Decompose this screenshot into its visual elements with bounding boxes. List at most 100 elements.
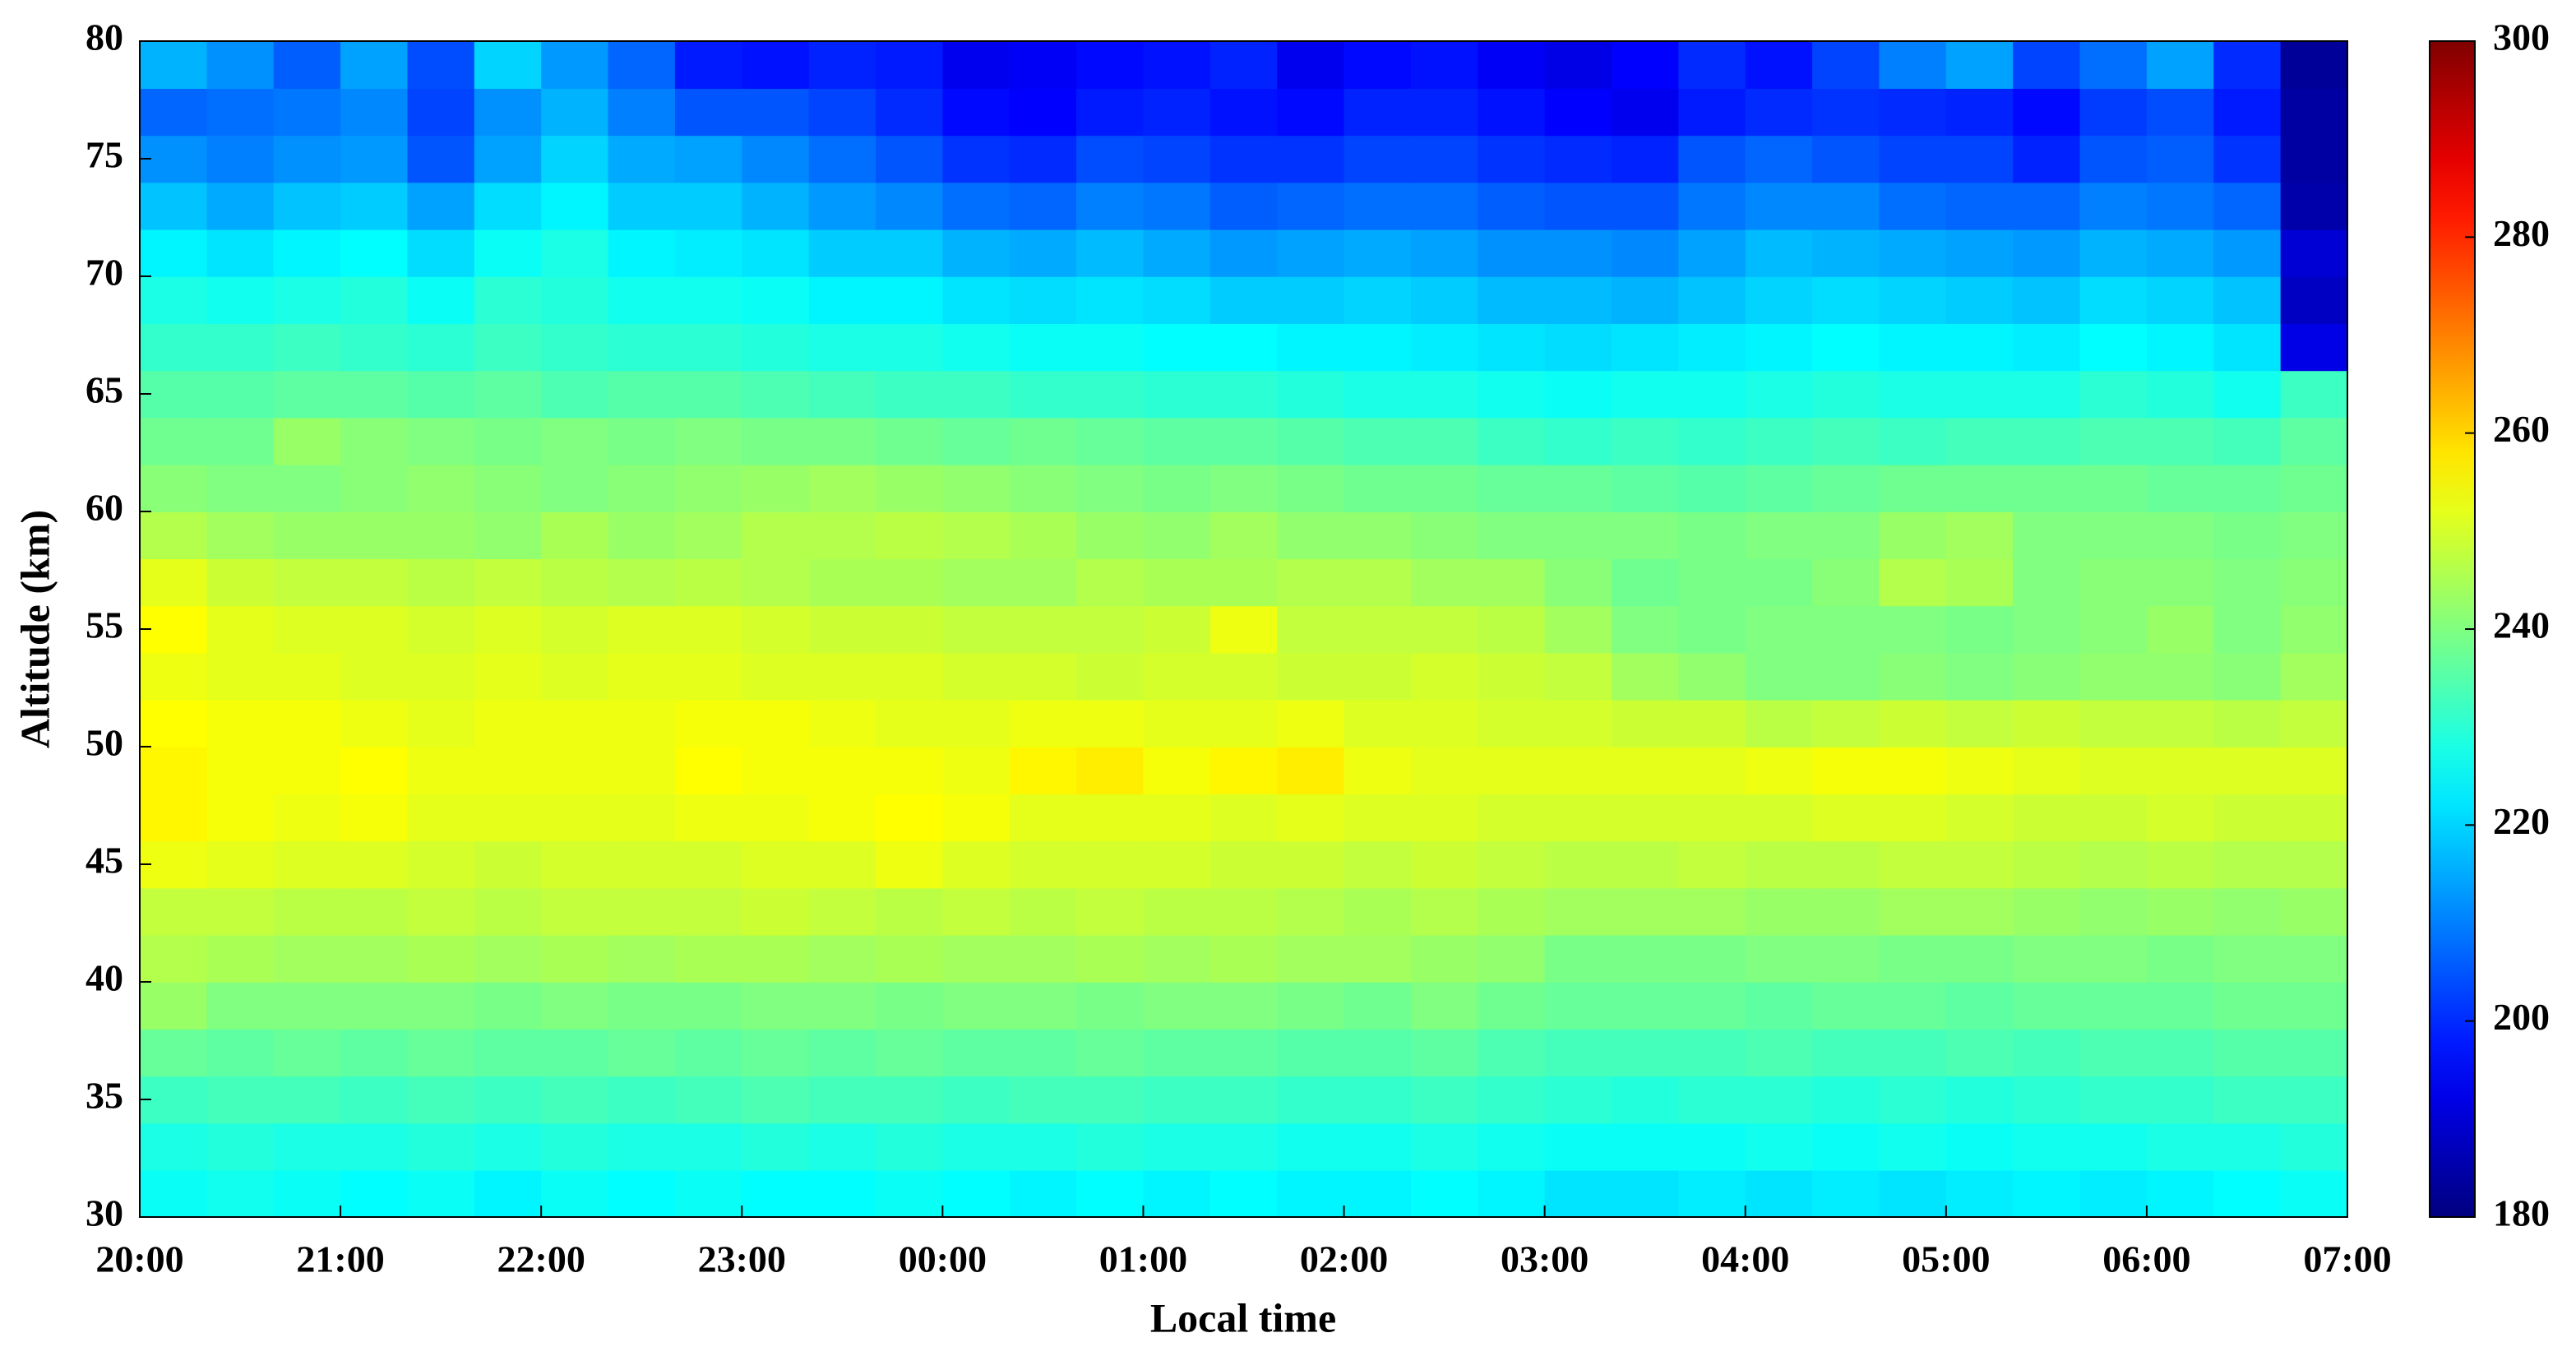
- heatmap-cell: [206, 1029, 275, 1077]
- heatmap-cell: [1544, 1122, 1612, 1171]
- heatmap-cell: [1879, 182, 1947, 230]
- heatmap-cell: [1945, 135, 2014, 183]
- heatmap-cell: [407, 934, 475, 983]
- heatmap-cell: [206, 1076, 275, 1124]
- heatmap-cell: [808, 41, 876, 89]
- heatmap-cell: [808, 934, 876, 983]
- heatmap-cell: [1076, 747, 1145, 794]
- colorbar-tick-label: 180: [2493, 1192, 2550, 1234]
- heatmap-cell: [2079, 1122, 2148, 1171]
- heatmap-cell: [674, 276, 743, 324]
- heatmap-cell: [273, 41, 341, 89]
- heatmap-cell: [1076, 88, 1145, 137]
- heatmap-cell: [742, 417, 810, 465]
- heatmap-cell: [674, 88, 743, 137]
- heatmap-cell: [541, 1169, 609, 1218]
- y-tick-label: 35: [86, 1075, 123, 1117]
- heatmap-cell: [541, 511, 609, 559]
- heatmap-cell: [2213, 747, 2282, 794]
- heatmap-cell: [1277, 747, 1345, 794]
- heatmap-cell: [541, 794, 609, 842]
- heatmap-cell: [942, 1169, 1011, 1218]
- heatmap-cell: [1544, 605, 1612, 654]
- heatmap-cell: [674, 605, 743, 654]
- heatmap-cell: [2146, 135, 2215, 183]
- heatmap-cell: [273, 699, 341, 747]
- heatmap-cell: [2213, 88, 2282, 137]
- heatmap-cell: [2213, 652, 2282, 701]
- heatmap-cell: [1076, 41, 1145, 89]
- heatmap-cell: [541, 88, 609, 137]
- heatmap-cell: [1478, 1029, 1546, 1077]
- heatmap-cell: [1343, 1076, 1412, 1124]
- heatmap-cell: [1678, 605, 1746, 654]
- heatmap-cell: [2013, 1076, 2081, 1124]
- heatmap-cell: [1143, 652, 1211, 701]
- heatmap-cell: [1277, 887, 1345, 936]
- heatmap-cell: [206, 511, 275, 559]
- heatmap-cell: [1945, 1076, 2014, 1124]
- heatmap-cell: [2280, 747, 2348, 794]
- heatmap-cell: [1812, 1122, 1880, 1171]
- heatmap-cell: [2213, 135, 2282, 183]
- heatmap-cell: [1745, 934, 1813, 983]
- heatmap-cell: [1678, 276, 1746, 324]
- heatmap-cell: [942, 934, 1011, 983]
- heatmap-cell: [140, 747, 208, 794]
- heatmap-cell: [1478, 982, 1546, 1030]
- heatmap-cell: [1009, 88, 1077, 137]
- heatmap-cell: [2213, 1029, 2282, 1077]
- heatmap-cell: [1209, 417, 1278, 465]
- heatmap-cell: [1879, 794, 1947, 842]
- heatmap-cell: [1209, 605, 1278, 654]
- heatmap-cell: [1410, 370, 1479, 419]
- heatmap-cell: [1745, 370, 1813, 419]
- heatmap-cell: [1945, 276, 2014, 324]
- heatmap-cell: [206, 652, 275, 701]
- heatmap-cell: [1410, 135, 1479, 183]
- heatmap-cell: [808, 417, 876, 465]
- heatmap-cell: [273, 511, 341, 559]
- heatmap-cell: [876, 464, 944, 512]
- heatmap-cell: [1009, 699, 1077, 747]
- heatmap-cell: [541, 605, 609, 654]
- heatmap-cell: [876, 417, 944, 465]
- heatmap-cell: [340, 1076, 409, 1124]
- heatmap-cell: [541, 982, 609, 1030]
- heatmap-cell: [1879, 934, 1947, 983]
- heatmap-cell: [1410, 558, 1479, 607]
- heatmap-cell: [2013, 276, 2081, 324]
- heatmap-cell: [2013, 135, 2081, 183]
- heatmap-cell: [1812, 88, 1880, 137]
- heatmap-cell: [2280, 652, 2348, 701]
- heatmap-cell: [1277, 1029, 1345, 1077]
- heatmap-cell: [1343, 229, 1412, 277]
- heatmap-cell: [808, 1076, 876, 1124]
- heatmap-cell: [407, 1076, 475, 1124]
- heatmap-cell: [1812, 370, 1880, 419]
- heatmap-cell: [1812, 1169, 1880, 1218]
- heatmap-cell: [474, 794, 542, 842]
- heatmap-cell: [1812, 699, 1880, 747]
- heatmap-cell: [1209, 464, 1278, 512]
- heatmap-cell: [1277, 323, 1345, 372]
- heatmap-cell: [1009, 558, 1077, 607]
- heatmap-cell: [1678, 511, 1746, 559]
- heatmap-cell: [273, 1169, 341, 1218]
- heatmap-cell: [206, 370, 275, 419]
- heatmap-cell: [1945, 982, 2014, 1030]
- heatmap-cell: [407, 464, 475, 512]
- heatmap-cell: [1879, 276, 1947, 324]
- heatmap-cell: [1478, 323, 1546, 372]
- heatmap-cell: [1410, 229, 1479, 277]
- heatmap-cell: [1076, 840, 1145, 889]
- heatmap-cell: [1612, 135, 1680, 183]
- heatmap-cell: [474, 747, 542, 794]
- heatmap-cell: [140, 934, 208, 983]
- heatmap-cell: [1209, 135, 1278, 183]
- heatmap-cell: [2213, 417, 2282, 465]
- heatmap-cell: [1612, 182, 1680, 230]
- heatmap-cell: [1009, 982, 1077, 1030]
- heatmap-cell: [1076, 370, 1145, 419]
- heatmap-cell: [1009, 276, 1077, 324]
